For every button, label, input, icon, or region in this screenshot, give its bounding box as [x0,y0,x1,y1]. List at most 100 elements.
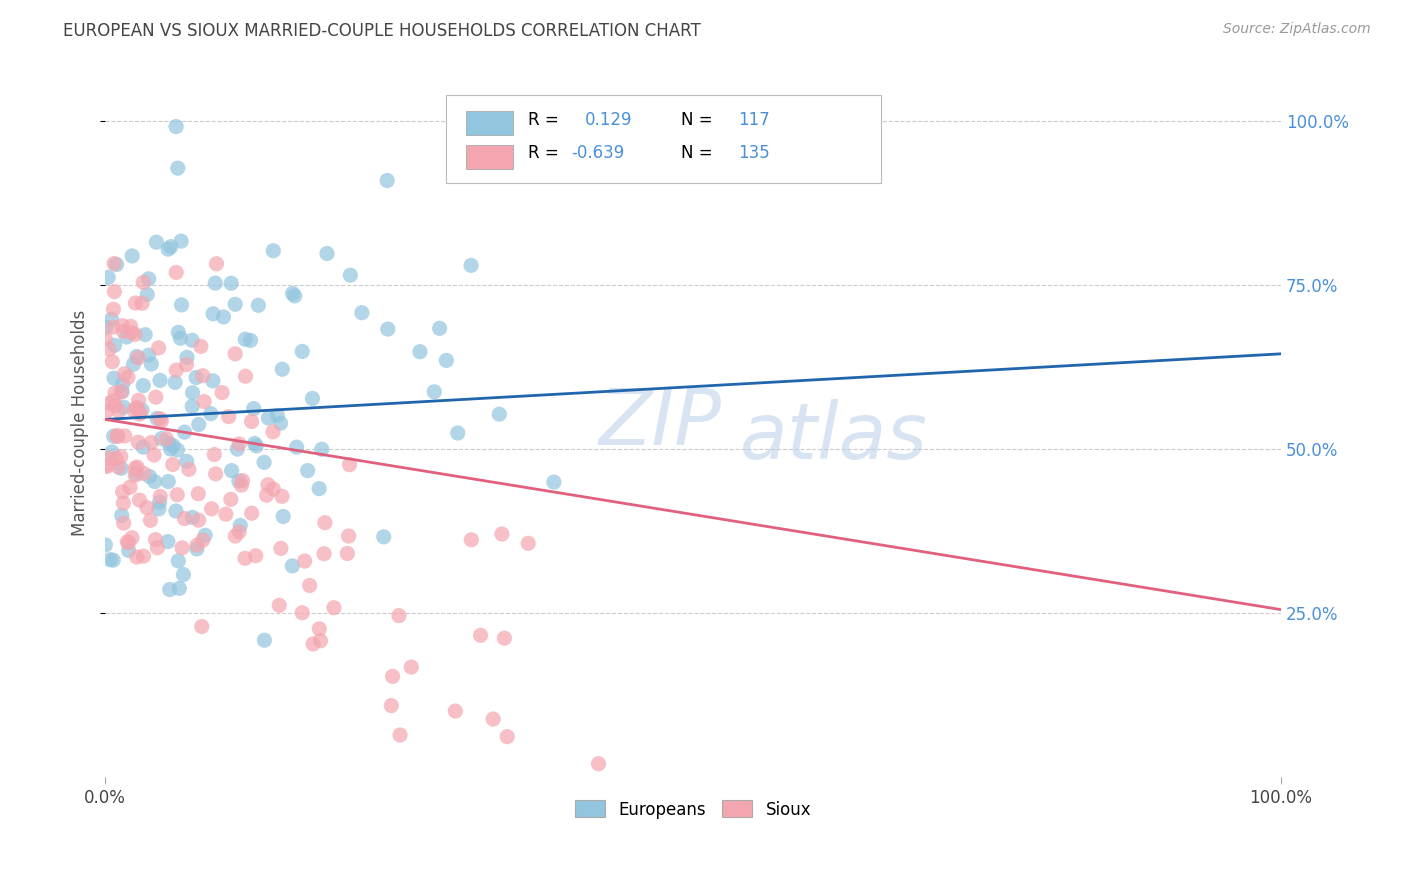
Point [145,390,167,404]
Point [132,549,155,563]
Point [94,320,117,334]
Point [240,414,263,428]
Point [167,554,190,568]
Point [256,488,278,502]
Point [150,414,173,428]
Point [245,549,267,563]
Point [339,458,361,472]
Point [323,600,346,615]
Point [166,488,188,502]
Point [136,287,159,301]
Point [98,342,121,356]
Point [181,400,204,414]
Point [377,322,399,336]
Point [110,461,132,475]
Point [156,534,179,549]
Point [105,451,128,466]
Point [224,347,246,361]
Text: EUROPEAN VS SIOUX MARRIED-COUPLE HOUSEHOLDS CORRELATION CHART: EUROPEAN VS SIOUX MARRIED-COUPLE HOUSEHO… [63,22,702,40]
Point [114,367,136,381]
Point [98,396,121,410]
Point [139,513,162,527]
Text: -0.639: -0.639 [571,144,624,161]
Point [131,403,153,417]
Point [350,306,373,320]
Point [111,484,134,499]
Point [187,513,209,527]
Point [409,344,432,359]
Point [262,482,284,496]
Point [159,582,181,597]
Point [101,355,124,369]
Point [388,608,411,623]
Point [117,543,139,558]
Point [269,599,291,613]
Point [242,401,264,416]
Point [169,582,191,596]
Point [128,493,150,508]
Point [117,534,139,549]
Point [138,348,160,362]
Point [101,320,124,334]
Point [107,428,129,442]
Point [111,318,134,333]
Point [141,435,163,450]
Point [228,524,250,539]
Point [146,541,169,555]
Point [177,462,200,476]
Point [111,384,134,399]
Text: R =: R = [529,144,564,161]
Point [243,436,266,450]
Text: R =: R = [529,111,564,128]
Point [121,326,143,340]
Point [202,448,225,462]
Point [233,551,256,566]
Point [148,341,170,355]
FancyBboxPatch shape [446,95,882,183]
Point [257,411,280,425]
Point [121,249,143,263]
Point [543,475,565,490]
Point [205,257,228,271]
Point [266,409,288,423]
Point [218,409,240,424]
Point [117,370,139,384]
Point [157,475,180,489]
Point [381,669,404,683]
Point [211,385,233,400]
Point [181,385,204,400]
Point [373,530,395,544]
Point [176,351,198,365]
Point [132,378,155,392]
Text: 117: 117 [738,111,769,128]
Point [444,704,467,718]
Point [107,429,129,443]
Point [308,622,330,636]
Point [110,384,132,399]
Point [312,547,335,561]
Point [98,553,121,567]
Text: 135: 135 [738,144,769,161]
Point [132,467,155,481]
Point [103,338,125,352]
Point [103,429,125,443]
Point [231,478,253,492]
Point [103,302,125,317]
Point [165,120,187,134]
Point [215,507,238,521]
Point [120,319,142,334]
Point [132,440,155,454]
Point [129,406,152,420]
Point [262,244,284,258]
Point [127,460,149,475]
Point [166,443,188,458]
Point [200,501,222,516]
Point [191,619,214,633]
Point [423,384,446,399]
Point [155,432,177,446]
Point [101,445,124,459]
Point [103,553,125,567]
Point [257,477,280,491]
Point [103,285,125,299]
Point [128,407,150,421]
